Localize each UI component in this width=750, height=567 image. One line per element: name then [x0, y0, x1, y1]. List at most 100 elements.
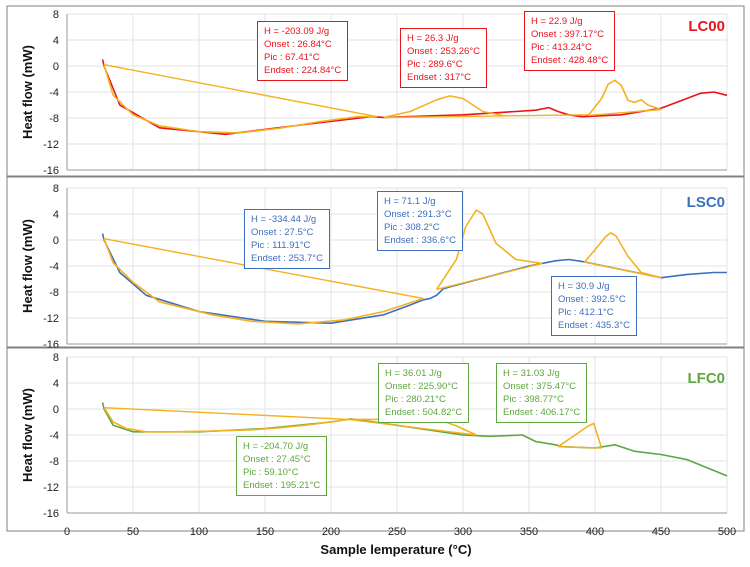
x-axis-title: Sample lemperature (°C) [320, 542, 471, 557]
y-tick-label: -16 [43, 339, 59, 351]
annotation-line: Onset : 225.90°C [385, 381, 458, 392]
annotation-line: Pic : 398.77°C [503, 394, 564, 405]
annotation-line: Onset : 26.84°C [264, 39, 332, 50]
x-tick-label: 350 [520, 526, 538, 538]
peak-segment [103, 64, 378, 134]
annotation-line: H = 36.01 J/g [385, 368, 442, 379]
annotation-line: Onset : 397.17°C [531, 29, 604, 40]
annotation-line: Endset : 435.3°C [558, 320, 630, 331]
annotation-line: H = -204.70 J/g [243, 441, 309, 452]
y-tick-label: 0 [53, 61, 59, 73]
y-tick-label: 8 [53, 352, 59, 364]
annotation-line: Onset : 27.5°C [251, 227, 314, 238]
y-axis-title: Heat flow (mW) [20, 219, 35, 313]
annotation-line: H = 31.03 J/g [503, 368, 560, 379]
peak-annotation-box: H = 30.9 J/g Onset : 392.5°C Plc : 412.1°C… [551, 276, 637, 336]
peak-segment [435, 209, 543, 290]
y-tick-label: -12 [43, 139, 59, 151]
peak-annotation-box: H = 31.03 J/g Onset : 375.47°C Pic : 398.7… [496, 363, 588, 423]
sample-name-lc00: LC00 [688, 18, 725, 35]
panels-layer: 8 4 0 -4 -8 -12 -16 Heat flow (mW) LC00 8 4 0 -4 -8 -1… [6, 5, 745, 538]
y-tick-label: 0 [53, 235, 59, 247]
x-tick-label: 400 [586, 526, 604, 538]
annotation-line: Endset : 406.17°C [503, 407, 581, 418]
x-tick-label: 300 [454, 526, 472, 538]
y-tick-label: -12 [43, 313, 59, 325]
annotation-line: Endset : 195.21°C [243, 480, 321, 491]
x-tick-label: 500 [718, 526, 736, 538]
annotation-line: H = 22.9 J/g [531, 16, 583, 27]
annotation-line: H = -334.44 J/g [251, 214, 317, 225]
y-tick-label: -8 [49, 456, 59, 468]
y-axis-title: Heat flow (mW) [20, 45, 35, 139]
annotation-line: Endset : 224.84°C [264, 65, 342, 76]
annotation-line: Onset : 253.26°C [407, 46, 480, 57]
integration-baseline [383, 114, 589, 119]
annotation-line: Endset : 504.82°C [385, 407, 463, 418]
x-tick-label: 150 [256, 526, 274, 538]
peak-annotation-box: H = 71.1 J/g Onset : 291.3°C Pic : 308.2°C… [377, 191, 463, 251]
annotation-line: H = -203.09 J/g [264, 26, 330, 37]
annotation-line: Onset : 291.3°C [384, 209, 452, 220]
y-tick-label: -8 [49, 287, 59, 299]
panel-frame [6, 176, 745, 348]
y-tick-label: -16 [43, 508, 59, 520]
y-tick-label: 4 [53, 209, 59, 221]
y-tick-label: 4 [53, 35, 59, 47]
x-tick-label: 50 [127, 526, 139, 538]
annotation-line: H = 71.1 J/g [384, 196, 436, 207]
integration-baseline [557, 446, 602, 449]
y-tick-label: -4 [49, 87, 59, 99]
y-tick-label: -12 [43, 482, 59, 494]
annotation-line: H = 26.3 J/g [407, 33, 459, 44]
y-tick-label: -4 [49, 430, 59, 442]
y-tick-label: 0 [53, 404, 59, 416]
x-tick-label: 0 [64, 526, 70, 538]
x-tick-label: 250 [388, 526, 406, 538]
peak-annotation-box: H = -203.09 J/g Onset : 26.84°C Pic : 67.4… [257, 21, 349, 81]
panel-lfc0: 8 4 0 -4 -8 -12 -16 0 50 100 150 200 250 300 350 400 450… [6, 347, 745, 538]
y-tick-label: 8 [53, 183, 59, 195]
panel-frame [6, 5, 745, 177]
integration-baseline [103, 407, 349, 421]
peak-annotation-box: H = 36.01 J/g Onset : 225.90°C Pic : 280.2… [378, 363, 470, 423]
x-tick-label: 100 [190, 526, 208, 538]
panel-lc00: 8 4 0 -4 -8 -12 -16 Heat flow (mW) LC00 [6, 5, 745, 177]
annotation-line: Onset : 375.47°C [503, 381, 576, 392]
peak-segment [557, 422, 603, 449]
y-tick-label: -16 [43, 165, 59, 177]
x-tick-label: 450 [652, 526, 670, 538]
annotation-line: Pic : 67.41°C [264, 52, 320, 63]
sample-name-lfc0: LFC0 [688, 370, 726, 387]
annotation-line: H = 30.9 J/g [558, 281, 610, 292]
annotation-line: Endset : 253.7°C [251, 253, 323, 264]
annotation-line: Endset : 336.6°C [384, 235, 456, 246]
sample-name-lsc0: LSC0 [687, 194, 725, 211]
peak-segment [103, 238, 424, 325]
annotation-line: Onset : 392.5°C [558, 294, 626, 305]
y-tick-label: -8 [49, 113, 59, 125]
annotation-line: Endset : 428.48°C [531, 55, 609, 66]
annotation-line: Pic : 413.24°C [531, 42, 592, 53]
integration-baseline [103, 64, 378, 118]
annotation-line: Pic : 280.21°C [385, 394, 446, 405]
peak-segment [103, 407, 349, 433]
annotation-line: Pic : 289.6°C [407, 59, 463, 70]
y-axis-title: Heat flow (mW) [20, 388, 35, 482]
annotation-line: Pic : 59.10°C [243, 467, 299, 478]
peak-segment [383, 95, 503, 119]
annotation-line: Pic : 111.91°C [251, 240, 311, 251]
annotation-line: Onset : 27.45°C [243, 454, 311, 465]
panel-frame [6, 347, 745, 532]
peak-segment [583, 232, 662, 279]
peak-segment [587, 79, 662, 116]
annotation-line: Endset : 317°C [407, 72, 472, 83]
annotation-line: Plc : 412.1°C [558, 307, 614, 318]
x-tick-label: 200 [322, 526, 340, 538]
annotation-line: Pic : 308.2°C [384, 222, 440, 233]
integration-baseline [348, 418, 477, 436]
peak-annotation-box: H = 22.9 J/g Onset : 397.17°C Pic : 413.24… [524, 11, 616, 71]
y-tick-label: 4 [53, 378, 59, 390]
integration-baseline [436, 262, 543, 291]
